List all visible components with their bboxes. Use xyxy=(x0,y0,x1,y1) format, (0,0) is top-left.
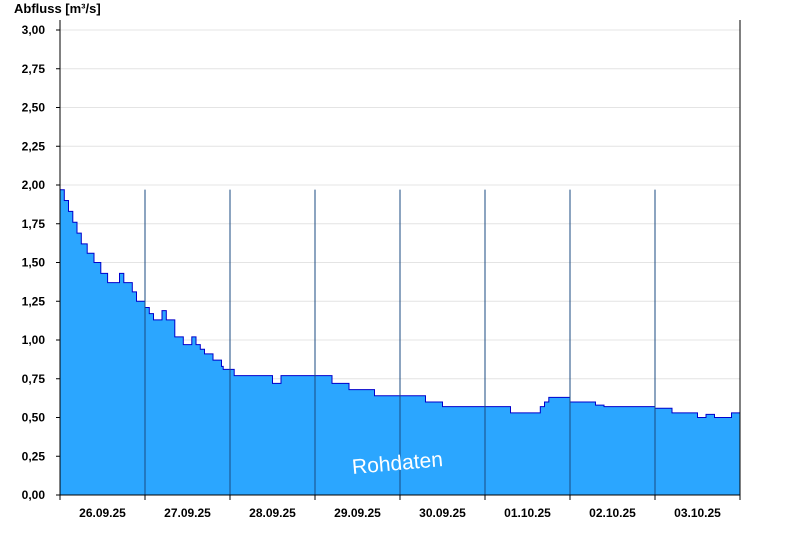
x-tick-label: 26.09.25 xyxy=(79,506,126,520)
y-tick-label: 1,00 xyxy=(22,333,46,347)
x-tick-label: 30.09.25 xyxy=(419,506,466,520)
x-tick-label: 03.10.25 xyxy=(674,506,721,520)
discharge-line xyxy=(60,189,740,418)
y-tick-label: 0,75 xyxy=(22,372,46,386)
y-tick-label: 0,25 xyxy=(22,449,46,463)
x-tick-label: 01.10.25 xyxy=(504,506,551,520)
y-tick-label: 2,25 xyxy=(22,139,46,153)
day-separators xyxy=(144,189,656,495)
y-tick-label: 2,00 xyxy=(22,178,46,192)
y-tick-label: 2,50 xyxy=(22,101,46,115)
y-tick-label: 1,50 xyxy=(22,256,46,270)
x-tick-label: 29.09.25 xyxy=(334,506,381,520)
x-tick-label: 27.09.25 xyxy=(164,506,211,520)
y-tick-label: 2,75 xyxy=(22,62,46,76)
y-tick-label: 1,25 xyxy=(22,294,46,308)
y-tick-label: 3,00 xyxy=(22,23,46,37)
x-tick-label: 02.10.25 xyxy=(589,506,636,520)
y-tick-label: 0,00 xyxy=(22,488,46,502)
x-ticks: 26.09.25 27.09.25 28.09.25 29.09.25 30.09.25… xyxy=(59,495,741,520)
y-axis-title: Abfluss [m³/s] xyxy=(14,1,101,16)
y-tick-label: 1,75 xyxy=(22,217,46,231)
y-tick-label: 0,50 xyxy=(22,411,46,425)
y-ticks: 0,00 0,25 0,50 0,75 1,00 1,25 1,50 1,75 2,00 2,25… xyxy=(22,23,60,502)
x-tick-label: 28.09.25 xyxy=(249,506,296,520)
